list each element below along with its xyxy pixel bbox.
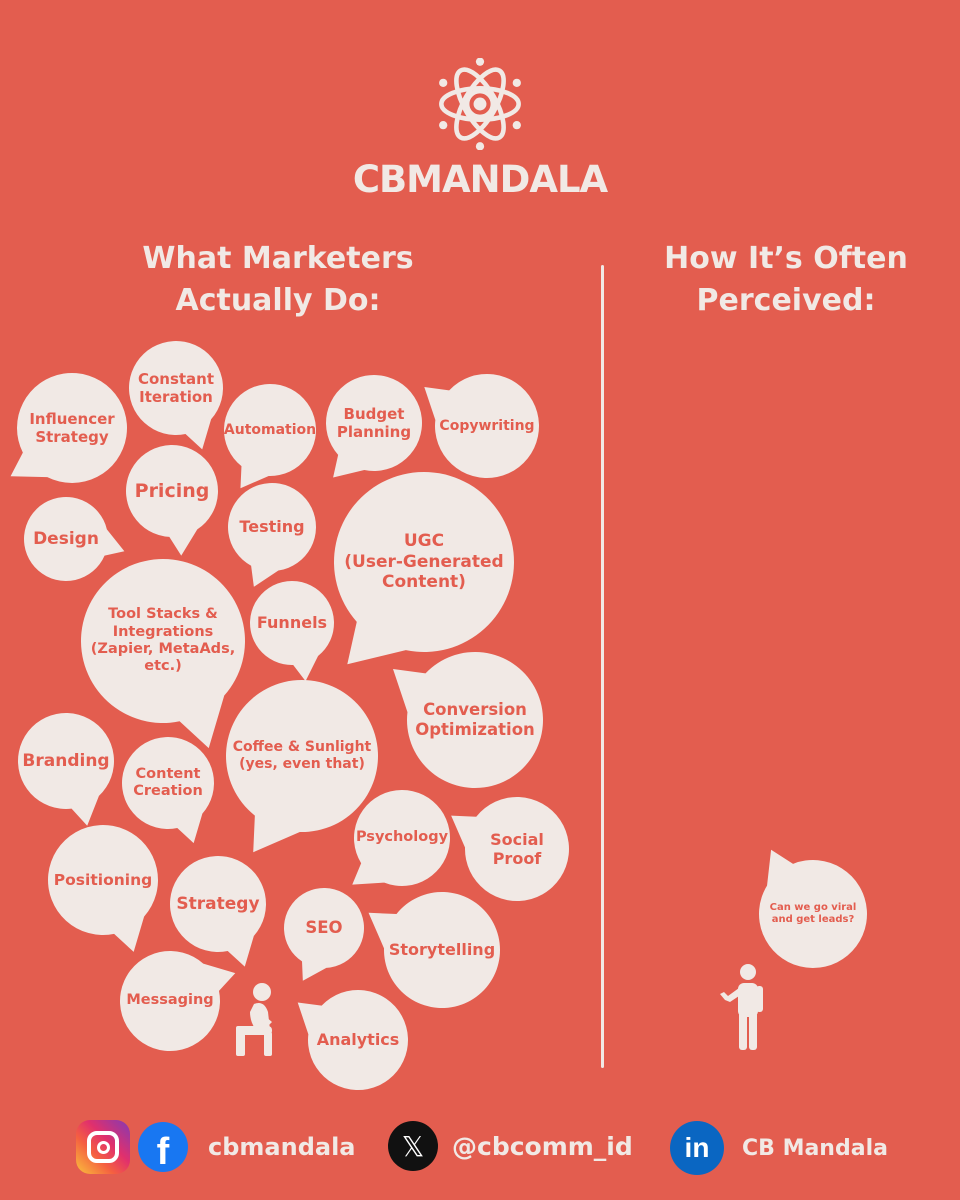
social-linkedin[interactable]: in CB Mandala: [670, 1121, 888, 1175]
speech-bubble-messaging: [120, 951, 236, 1052]
bubble-label-budget: Budget Planning: [336, 405, 412, 441]
social-instagram[interactable]: [76, 1120, 130, 1174]
bubble-label-perceived-question: Can we go viral and get leads?: [769, 902, 857, 925]
bubble-label-coffee-sunlight: Coffee & Sunlight (yes, even that): [232, 739, 372, 772]
facebook-handle[interactable]: cbmandala: [208, 1133, 356, 1161]
mandala-logo-icon: [439, 58, 521, 150]
bubble-label-pricing: Pricing: [134, 479, 210, 502]
speech-bubble-budget: [325, 374, 422, 478]
speech-bubble-pricing: [126, 445, 219, 556]
speech-bubble-automation: [223, 384, 316, 489]
bubble-label-automation: Automation: [223, 421, 317, 438]
speech-bubble-positioning: [47, 825, 158, 952]
speech-bubble-tool-stacks: [80, 559, 245, 749]
speech-bubble-strategy: [169, 856, 266, 967]
speech-bubble-perceived-question: [759, 849, 867, 968]
x-icon[interactable]: 𝕏: [388, 1121, 438, 1171]
speech-bubble-design: [24, 497, 125, 581]
speech-bubble-psychology: [352, 789, 450, 886]
speech-bubble-conversion: [393, 651, 544, 788]
speech-bubble-analytics: [297, 989, 409, 1090]
bubble-label-conversion: Conversion Optimization: [415, 700, 535, 739]
bubble-label-ugc: UGC (User-Generated Content): [344, 531, 504, 593]
bubble-label-funnels: Funnels: [256, 613, 328, 633]
bubble-label-copywriting: Copywriting: [439, 417, 535, 434]
bubble-label-branding: Branding: [22, 750, 110, 771]
bubble-label-psychology: Psychology: [355, 829, 449, 846]
bubble-label-analytics: Analytics: [316, 1030, 400, 1050]
speech-bubble-coffee-sunlight: [226, 679, 379, 853]
bubble-label-storytelling: Storytelling: [388, 940, 496, 960]
speech-bubble-branding: [18, 713, 115, 826]
speech-bubble-storytelling: [368, 892, 501, 1008]
bubble-label-design: Design: [33, 528, 99, 549]
brand-name: CBMANDALA: [352, 158, 608, 201]
right-heading: How It’s Often Perceived:: [664, 241, 908, 318]
social-x[interactable]: 𝕏 @cbcomm_id: [388, 1121, 633, 1171]
bubble-label-social: Social Proof: [490, 829, 544, 868]
speech-bubble-constant: [128, 341, 223, 450]
bubble-label-messaging: Messaging: [126, 992, 214, 1009]
linkedin-icon[interactable]: in: [670, 1121, 724, 1175]
standing-person-icon: [720, 964, 763, 1050]
x-handle[interactable]: @cbcomm_id: [452, 1131, 633, 1161]
bubble-label-constant: Constant Iteration: [137, 370, 215, 406]
speech-bubble-testing: [227, 483, 316, 587]
instagram-icon[interactable]: [76, 1120, 130, 1174]
facebook-icon[interactable]: f: [138, 1122, 188, 1173]
bubble-label-influencer: Influencer Strategy: [29, 410, 115, 446]
speech-bubble-social: [451, 797, 570, 901]
thinking-person-icon: [236, 983, 272, 1056]
bubble-label-seo: SEO: [305, 918, 343, 938]
speech-bubble-funnels: [250, 580, 335, 682]
bubble-label-content: Content Creation: [133, 765, 203, 799]
speech-bubble-copywriting: [424, 374, 539, 479]
bubble-label-testing: Testing: [239, 517, 305, 537]
center-divider: [601, 265, 604, 1068]
bubble-label-tool-stacks: Tool Stacks & Integrations (Zapier, Meta…: [90, 606, 236, 675]
bubble-label-strategy: Strategy: [176, 893, 260, 914]
speech-bubble-ugc: [333, 472, 514, 665]
speech-bubble-influencer: [10, 372, 128, 483]
speech-bubble-content: [121, 737, 214, 844]
social-facebook[interactable]: f cbmandala: [138, 1122, 356, 1173]
speech-bubble-seo: [284, 888, 365, 981]
left-heading: What Marketers Actually Do:: [142, 241, 414, 318]
linkedin-name[interactable]: CB Mandala: [742, 1135, 888, 1161]
bubble-label-positioning: Positioning: [53, 870, 153, 889]
